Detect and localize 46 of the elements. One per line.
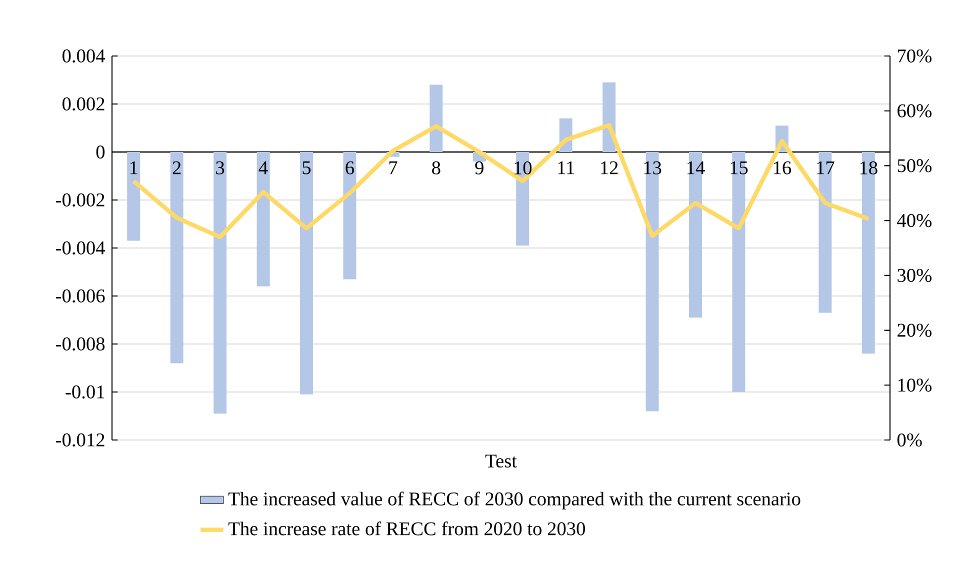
y-tick-label: -0.01 [66,385,104,399]
bar [127,152,140,241]
y2-tick-label: 10% [898,378,932,392]
x-tick-label: 10 [514,161,532,174]
bar [300,152,313,394]
y2-tick-label: 50% [898,159,932,172]
y2-tick-label: 0% [897,433,922,447]
x-tick-label: 14 [688,161,705,174]
y2-tick-label: 20% [898,324,932,337]
y-tick-label: -0.004 [56,241,105,255]
y-tick-label: 0.002 [62,97,104,111]
bar [256,152,270,286]
x-tick-label: 1 [130,161,138,174]
x-tick-label: 13 [644,161,662,174]
bar [343,152,356,280]
bar [430,84,443,152]
x-tick-label: 15 [730,161,748,174]
bar [214,152,227,414]
y-tick-label: -0.012 [56,433,104,447]
x-tick-label: 7 [389,161,398,174]
legend-label: The increased value of RECC of 2030 compared with the current scenario [228,492,800,510]
y2-tick-label: 60% [898,104,932,118]
y2-tick-label: 70% [898,49,932,63]
x-axis-title: Test [485,454,517,468]
x-tick-label: 12 [601,161,618,174]
y-tick-label: -0.006 [56,289,105,303]
x-tick-label: 2 [172,161,181,174]
x-tick-label: 17 [817,161,834,174]
x-tick-label: 4 [258,161,268,174]
x-tick-label: 18 [860,161,878,174]
legend-label: The increase rate of RECC from 2020 to 2030 [228,522,585,536]
y2-tick-label: 40% [897,214,932,228]
y-tick-label: 0.004 [62,49,105,63]
y2-tick-label: 30% [898,268,932,282]
x-tick-label: 11 [558,161,574,174]
y-tick-label: -0.002 [56,193,104,207]
bar [170,152,184,364]
x-tick-label: 16 [774,161,792,174]
x-tick-label: 3 [216,161,224,174]
bar [516,152,530,246]
y-tick-label: 0 [96,145,105,159]
y-tick-label: -0.008 [56,337,105,351]
x-tick-label: 9 [475,161,484,174]
x-tick-label: 6 [346,161,354,174]
x-tick-label: 8 [432,161,440,174]
x-tick-label: 5 [302,161,311,174]
